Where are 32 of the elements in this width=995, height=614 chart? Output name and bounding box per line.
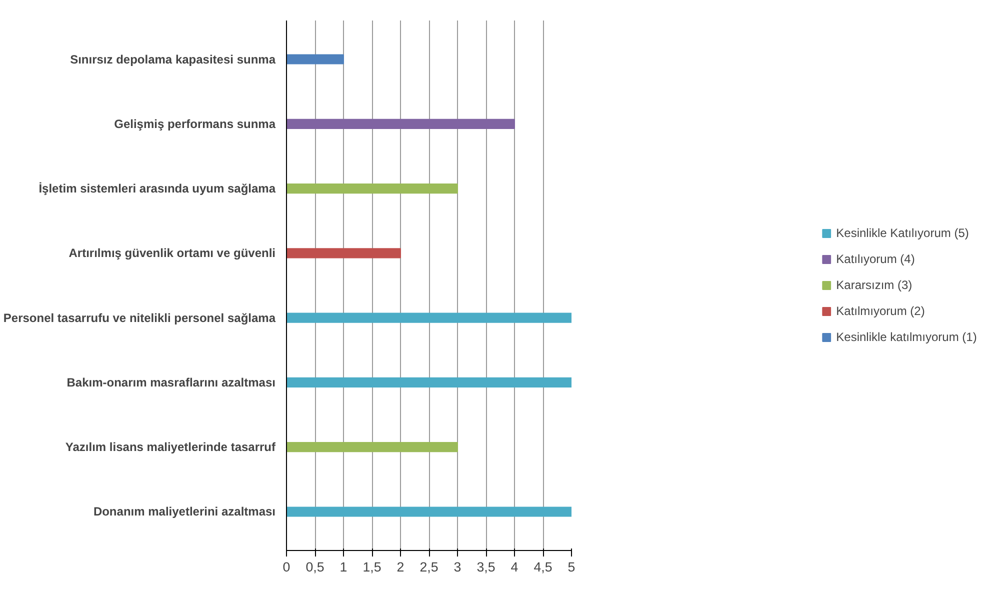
x-tick-label: 4,5 <box>534 560 552 574</box>
legend-label: Katılıyorum (4) <box>836 252 915 266</box>
y-tick-label: Gelişmiş performans sunma <box>114 116 276 131</box>
x-tick-label: 0 <box>282 560 290 574</box>
x-tick-label: 1,5 <box>362 560 382 574</box>
y-tick-label: Bakım-onarım masraflarını azaltması <box>66 375 276 390</box>
x-tick-label: 3 <box>454 560 462 574</box>
bar <box>286 506 572 517</box>
x-tick-label: 3,5 <box>476 560 496 574</box>
bar <box>286 377 572 388</box>
bar <box>286 184 458 194</box>
y-tick-label: Sınırsız depolama kapasitesi sunma <box>70 52 276 66</box>
legend-label: Kesinlikle katılmıyorum (1) <box>836 330 977 344</box>
x-tick-label: 2 <box>396 560 404 574</box>
bar <box>286 312 572 323</box>
y-tick-label: Personel tasarrufu ve nitelikli personel sağlama <box>3 310 276 325</box>
x-tick-label: 2,5 <box>420 560 438 574</box>
y-tick-label: Donanım maliyetlerini azaltması <box>93 504 276 519</box>
y-tick-label: Artırılmış güvenlik ortamı ve güvenli <box>68 246 276 260</box>
legend-label: Katılmıyorum (2) <box>836 304 925 318</box>
x-tick-label: 0,5 <box>306 560 324 574</box>
bar <box>286 54 344 64</box>
bar <box>286 442 458 452</box>
x-tick-label: 5 <box>568 560 576 574</box>
y-tick-label: Yazılım lisans maliyetlerinde tasarruf <box>65 440 277 454</box>
bar <box>286 248 401 258</box>
x-tick-label: 1 <box>340 560 348 574</box>
bar <box>286 118 515 129</box>
y-tick-label: İşletim sistemleri arasında uyum sağlama <box>38 182 276 196</box>
legend-label: Kararsızım (3) <box>836 278 912 292</box>
legend-label: Kesinlikle Katılıyorum (5) <box>836 226 969 240</box>
x-tick-label: 4 <box>510 560 519 574</box>
